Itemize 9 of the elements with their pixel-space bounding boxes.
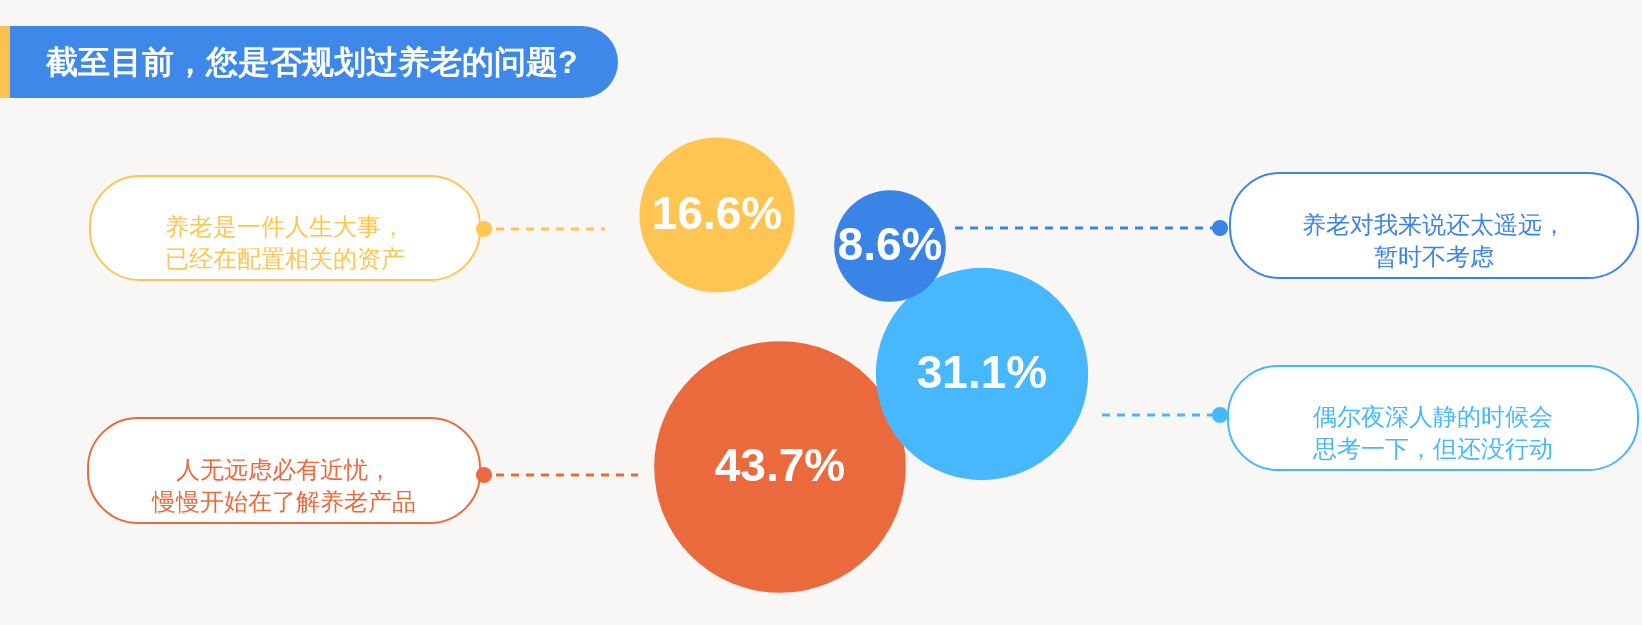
- data-label: 16.6%: [651, 187, 783, 239]
- data-label: 31.1%: [916, 346, 1048, 398]
- category-label: 偶尔夜深人静的时候会思考一下，但还没行动: [1312, 403, 1553, 462]
- category-label: 养老对我来说还太遥远，暂时不考虑: [1302, 210, 1566, 270]
- data-label: 8.6%: [837, 218, 943, 270]
- category-label: 养老是一件人生大事，已经在配置相关的资产: [165, 213, 405, 272]
- category-label: 人无远虑必有近忧，慢慢开始在了解养老产品: [151, 455, 416, 515]
- text: 截至目前，您是否规划过养老的问题?: [0, 26, 618, 98]
- data-label: 43.7%: [714, 439, 846, 491]
